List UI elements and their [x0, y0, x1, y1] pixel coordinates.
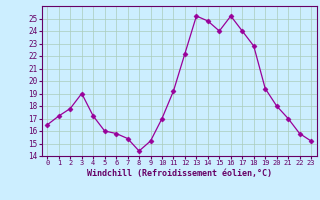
X-axis label: Windchill (Refroidissement éolien,°C): Windchill (Refroidissement éolien,°C) — [87, 169, 272, 178]
